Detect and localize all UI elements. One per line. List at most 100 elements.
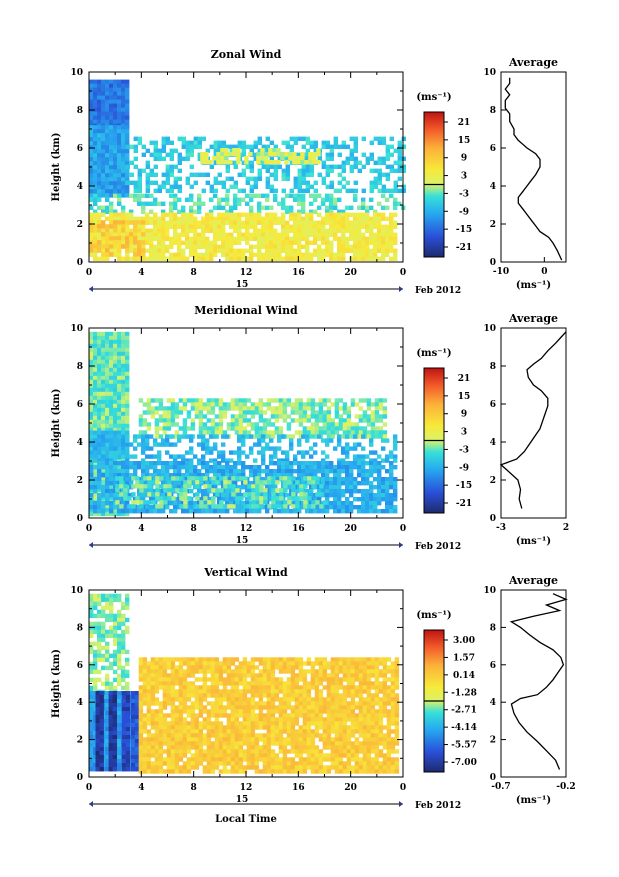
heatmap-cell <box>371 402 375 406</box>
heatmap-cell <box>297 241 301 245</box>
heatmap-cell <box>370 141 374 145</box>
heatmap-cell <box>245 237 249 241</box>
heatmap-cell <box>93 642 97 646</box>
heatmap-cell <box>177 217 181 221</box>
heatmap-cell <box>251 402 255 406</box>
heatmap-cell <box>337 461 341 465</box>
heatmap-cell <box>125 253 129 257</box>
heatmap-cell <box>96 767 100 771</box>
heatmap-cell <box>204 160 208 164</box>
heatmap-cell <box>262 165 266 169</box>
heatmap-cell <box>299 496 303 500</box>
heatmap-cell <box>147 410 151 414</box>
heatmap-cell <box>357 497 361 501</box>
heatmap-cell <box>105 340 109 344</box>
heatmap-cell <box>365 237 369 241</box>
heatmap-cell <box>357 257 361 261</box>
heatmap-cell <box>361 481 365 485</box>
heatmap-cell <box>385 454 389 458</box>
heatmap-cell <box>130 161 134 165</box>
heatmap-cell <box>357 206 361 210</box>
heatmap-cell <box>93 165 97 169</box>
heatmap-cell <box>393 237 397 241</box>
heatmap-cell <box>369 497 373 501</box>
heatmap-cell <box>109 739 113 743</box>
heatmap-cell <box>239 430 243 434</box>
heatmap-cell <box>209 241 213 245</box>
heatmap-cell <box>153 454 157 458</box>
heatmap-cell <box>175 414 179 418</box>
heatmap-cell <box>155 406 159 410</box>
heatmap-cell <box>105 594 109 598</box>
heatmap-cell <box>166 169 170 173</box>
heatmap-cell <box>131 727 135 731</box>
heatmap-cell <box>101 442 105 446</box>
heatmap-cell <box>109 630 113 634</box>
heatmap-cell <box>153 229 157 233</box>
heatmap-cell <box>211 410 215 414</box>
heatmap-cell <box>142 145 146 149</box>
heatmap-cell <box>389 497 393 501</box>
heatmap-cell <box>101 360 105 364</box>
heatmap-cell <box>109 388 113 392</box>
heatmap-cell <box>121 257 125 261</box>
heatmap-cell <box>101 125 105 129</box>
heatmap-cell <box>97 505 101 509</box>
heatmap-cell <box>198 137 202 141</box>
heatmap-cell <box>283 484 287 488</box>
heatmap-cell <box>97 368 101 372</box>
heatmap-cell <box>121 104 125 108</box>
heatmap-cell <box>261 241 265 245</box>
heatmap-cell <box>277 249 281 253</box>
heatmap-cell <box>345 442 349 446</box>
heatmap-cell <box>187 484 191 488</box>
heatmap-cell <box>129 220 133 224</box>
heatmap-cell <box>97 165 101 169</box>
heatmap-cell <box>390 169 394 173</box>
heatmap-cell <box>105 650 109 654</box>
heatmap-cell <box>121 165 125 169</box>
heatmap-cell <box>161 217 165 221</box>
heatmap-cell <box>161 245 165 249</box>
heatmap-cell <box>378 181 382 185</box>
heatmap-cell <box>327 410 331 414</box>
heatmap-cell <box>393 477 397 481</box>
heatmap-cell <box>97 233 101 237</box>
heatmap-cell <box>285 509 289 513</box>
heatmap-cell <box>97 650 101 654</box>
heatmap-cell <box>125 133 129 137</box>
heatmap-cell <box>189 469 193 473</box>
heatmap-cell <box>263 488 267 492</box>
heatmap-cell <box>201 454 205 458</box>
heatmap-cell <box>113 368 117 372</box>
heatmap-cell <box>101 626 105 630</box>
heatmap-cell <box>333 202 337 206</box>
heatmap-cell <box>126 743 130 747</box>
heatmap-cell <box>149 446 153 450</box>
heatmap-cell <box>321 253 325 257</box>
heatmap-cell <box>93 84 97 88</box>
heatmap-cell <box>199 410 203 414</box>
heatmap-cell <box>109 451 113 455</box>
heatmap-cell <box>121 92 125 96</box>
heatmap-cell <box>307 398 311 402</box>
heatmap-cell <box>113 434 117 438</box>
heatmap-cell <box>369 485 373 489</box>
heatmap-cell <box>121 137 125 141</box>
heatmap-cell <box>345 245 349 249</box>
heatmap-cell <box>389 473 393 477</box>
heatmap-cell <box>131 695 135 699</box>
heatmap-cell <box>89 662 93 666</box>
heatmap-cell <box>365 509 369 513</box>
colorbar-tick-label: 9 <box>461 154 467 164</box>
heatmap-cell <box>129 461 133 465</box>
heatmap-cell <box>100 695 104 699</box>
heatmap-cell <box>105 169 109 173</box>
heatmap-cell <box>89 485 93 489</box>
heatmap-cell <box>153 438 157 442</box>
heatmap-cell <box>166 189 170 193</box>
heatmap-cell <box>117 424 121 428</box>
heatmap-cell <box>271 504 275 508</box>
heatmap-cell <box>235 500 239 504</box>
